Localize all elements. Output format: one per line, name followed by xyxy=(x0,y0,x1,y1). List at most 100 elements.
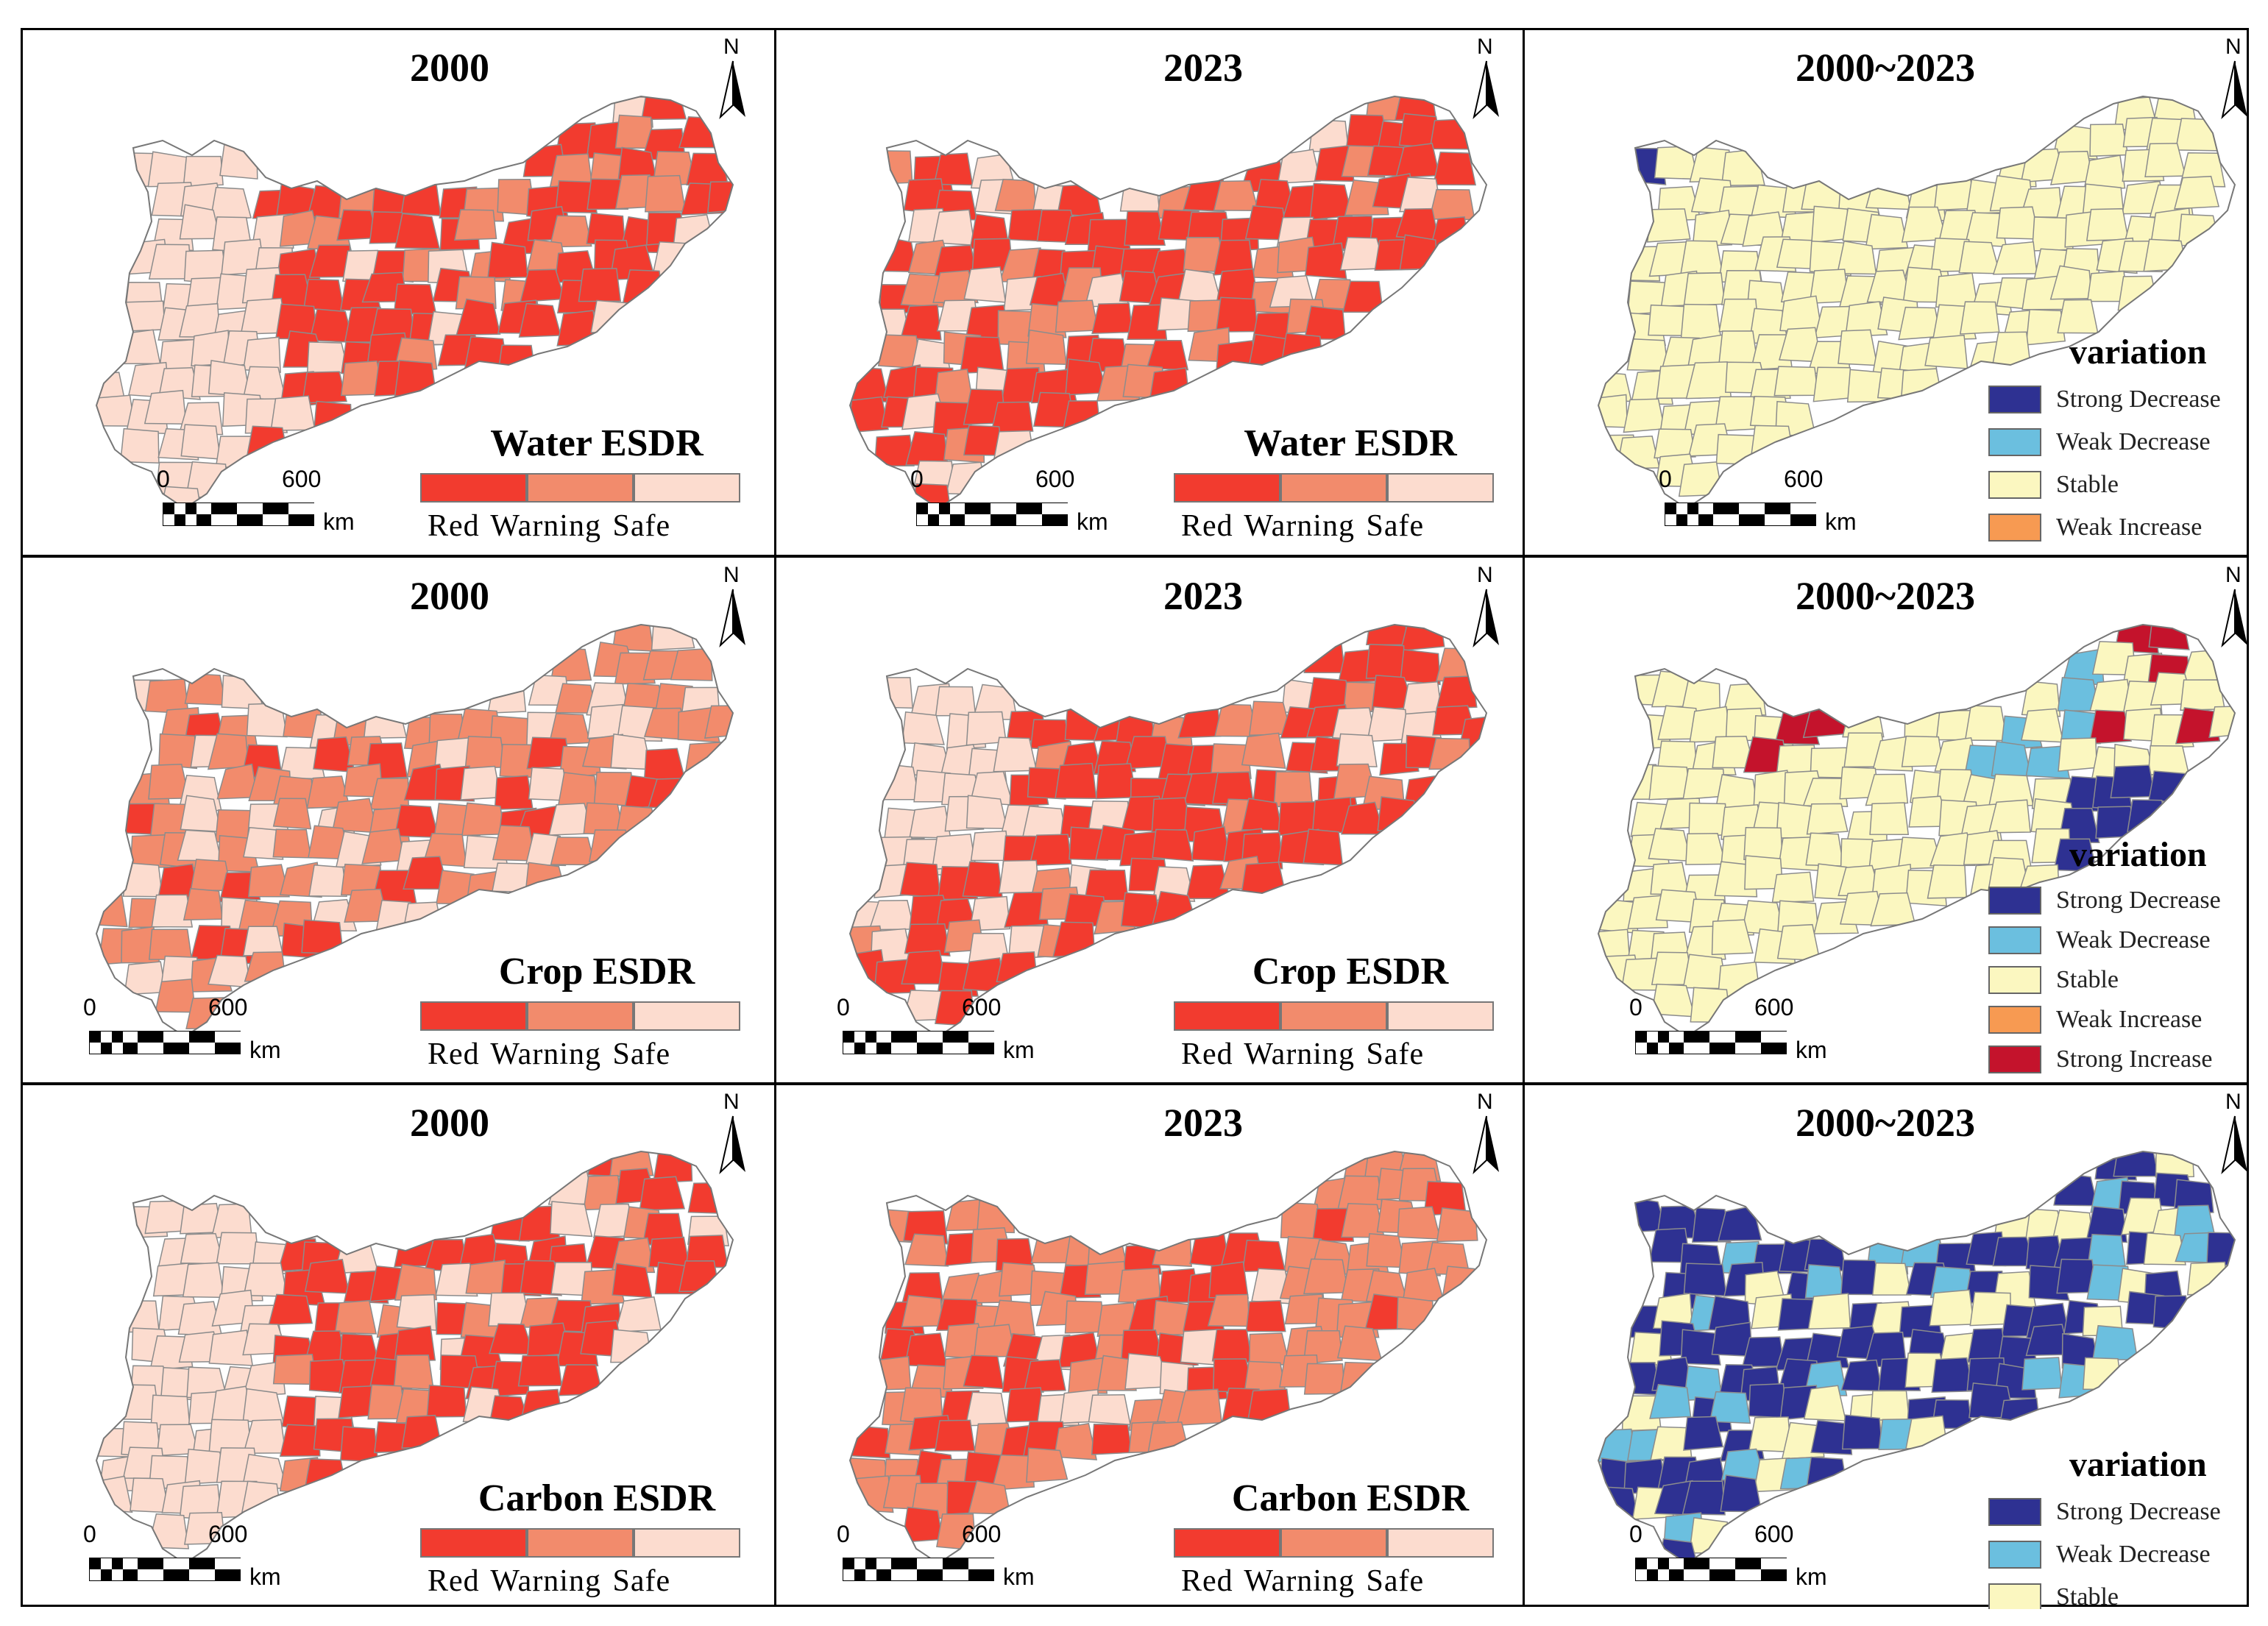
county-region xyxy=(1055,299,1099,333)
county-region xyxy=(1649,1383,1692,1419)
county-region xyxy=(182,887,224,921)
panel-water-2023: 2023 N 0 600 km Water ESDR Red Warning Sa… xyxy=(776,30,1527,554)
legend-title: Crop ESDR xyxy=(498,951,695,993)
county-region xyxy=(1845,301,1888,338)
county-region xyxy=(525,862,567,895)
legend-labels: Red Warning Safe xyxy=(428,1564,671,1598)
county-region xyxy=(272,828,312,859)
county-region xyxy=(686,152,729,187)
legend-title: Water ESDR xyxy=(490,422,704,464)
figure-frame: 2000 N 0 600 km Water ESDR Red Warning Sa… xyxy=(21,28,2249,1609)
county-region xyxy=(2152,1295,2194,1331)
county-region xyxy=(1838,329,1878,366)
county-region xyxy=(643,748,686,784)
north-arrow-icon: N xyxy=(1468,1090,1505,1185)
county-region xyxy=(639,1176,686,1211)
panel-carbon-variation: 2000~2023 N 0 600 km variation Strong Dec… xyxy=(1525,1085,2268,1609)
study-area-outline xyxy=(1597,623,2236,1038)
study-area-outline xyxy=(95,623,734,1038)
esdr-legend: Carbon ESDR Red Warning Safe xyxy=(420,1477,766,1609)
county-region xyxy=(549,215,592,248)
county-region xyxy=(247,864,290,898)
county-region xyxy=(1718,1205,1762,1242)
county-region xyxy=(2117,275,2160,312)
county-region xyxy=(2143,238,2188,272)
county-region xyxy=(2083,155,2126,190)
legend-swatch xyxy=(1988,887,2041,915)
county-region xyxy=(1623,398,1665,433)
county-region xyxy=(400,182,442,217)
county-region xyxy=(2143,1232,2186,1265)
county-region xyxy=(1303,641,1346,674)
legend-title: Crop ESDR xyxy=(1252,951,1449,993)
legend-swatch xyxy=(1988,926,2041,954)
legend-row: Weak Decrease xyxy=(1988,1533,2268,1576)
county-region xyxy=(517,1355,563,1387)
legend-title: variation xyxy=(2069,1445,2207,1484)
county-region xyxy=(1091,1423,1133,1455)
county-region xyxy=(1436,1207,1478,1243)
county-region xyxy=(151,894,194,928)
county-region xyxy=(1683,1416,1724,1451)
county-region xyxy=(1805,832,1844,867)
county-region xyxy=(1802,703,1847,739)
county-region xyxy=(1432,152,1477,186)
county-region xyxy=(644,174,687,213)
county-region xyxy=(1213,180,1259,211)
county-region xyxy=(1068,1357,1108,1394)
county-region xyxy=(1964,705,2008,742)
county-region xyxy=(1646,208,1691,243)
county-region xyxy=(1400,649,1441,686)
county-region xyxy=(313,400,353,436)
county-region xyxy=(612,1263,653,1299)
esdr-legend: Crop ESDR Red Warning Safe xyxy=(420,950,766,1082)
region-map xyxy=(95,1150,734,1565)
county-region xyxy=(555,180,598,213)
study-area-outline xyxy=(1597,1150,2236,1565)
panel-title: 2023 xyxy=(1163,574,1243,618)
county-region xyxy=(901,711,945,745)
county-region xyxy=(2152,96,2197,122)
county-region xyxy=(899,862,941,898)
panel-title: 2000~2023 xyxy=(1795,1101,1976,1145)
legend-swatch-red xyxy=(420,1001,527,1031)
county-region xyxy=(1865,773,1909,806)
county-region xyxy=(1241,732,1286,770)
county-region xyxy=(994,178,1037,213)
county-region xyxy=(670,647,713,681)
legend-swatch xyxy=(1988,1006,2041,1034)
legend-swatch-red xyxy=(420,1528,527,1558)
county-region xyxy=(904,923,951,957)
county-region xyxy=(116,1300,160,1333)
county-region xyxy=(2155,1151,2194,1178)
county-region xyxy=(1211,1329,1253,1363)
study-area-outline xyxy=(1597,95,2236,510)
variation-legend: variation Strong Decrease Weak Decrease … xyxy=(1988,332,2268,549)
county-region xyxy=(1750,425,1795,460)
county-region xyxy=(2177,213,2221,246)
county-region xyxy=(184,672,227,706)
legend-swatch-warning xyxy=(1280,1001,1387,1031)
row-divider xyxy=(23,1082,2247,1085)
county-region xyxy=(246,702,288,738)
county-region xyxy=(216,1232,260,1265)
county-region xyxy=(2082,1357,2123,1391)
county-region xyxy=(394,213,441,249)
esdr-legend: Water ESDR Red Warning Safe xyxy=(1174,422,1520,554)
scale-bar: 0 600 km xyxy=(837,1521,1035,1590)
county-region xyxy=(1871,1262,1912,1296)
county-region xyxy=(394,1263,438,1301)
county-region xyxy=(1681,1480,1726,1516)
county-region xyxy=(304,1458,347,1489)
county-region xyxy=(2025,309,2066,346)
county-region xyxy=(396,1293,437,1331)
county-region xyxy=(550,1201,593,1238)
county-region xyxy=(1241,862,1286,895)
county-region xyxy=(208,360,251,397)
county-region xyxy=(996,951,1038,984)
county-region xyxy=(684,741,729,775)
county-region xyxy=(1029,834,1072,867)
county-region xyxy=(122,862,163,898)
panel-carbon-2023: 2023 N 0 600 km Carbon ESDR Red Warning S… xyxy=(776,1085,1527,1609)
county-region xyxy=(1616,436,1660,469)
